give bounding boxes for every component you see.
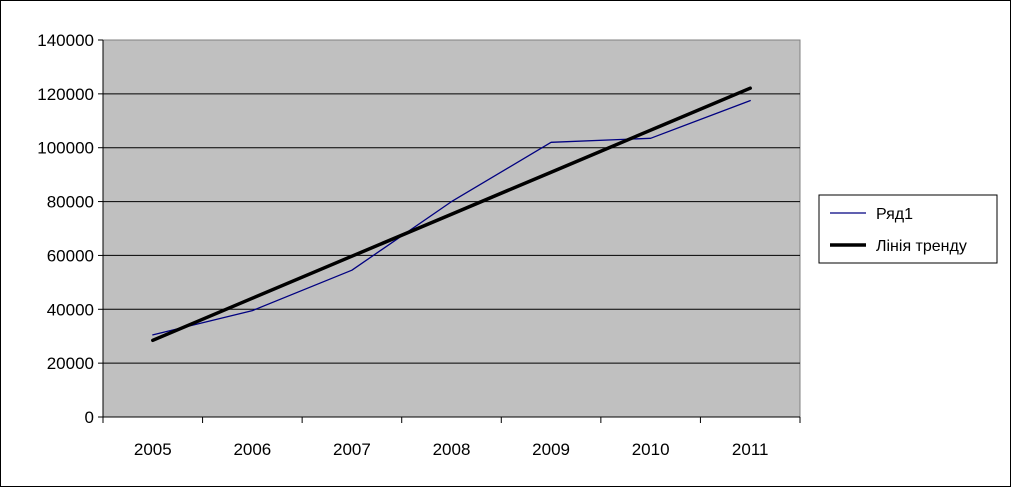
y-tick-label-100000: 100000 (37, 139, 94, 158)
series-group (151, 86, 752, 343)
y-tick-label-60000: 60000 (47, 246, 94, 265)
plot-area (102, 39, 801, 418)
x-tick-label-2007: 2007 (333, 440, 371, 459)
x-tick-label-2006: 2006 (233, 440, 271, 459)
legend: Ряд1 Лінія тренду (818, 194, 998, 264)
x-tick-label-2009: 2009 (532, 440, 570, 459)
axes (98, 39, 801, 423)
y-tick-label-20000: 20000 (47, 354, 94, 373)
y-tick-labels: 0 20000 40000 60000 80000 100000 120000 140000 (37, 31, 94, 427)
legend-box (818, 194, 998, 264)
y-tick-label-40000: 40000 (47, 300, 94, 319)
y-tick-label-80000: 80000 (47, 193, 94, 212)
x-tick-label-2010: 2010 (632, 440, 670, 459)
y-tick-label-140000: 140000 (37, 31, 94, 50)
x-tick-label-2005: 2005 (134, 440, 172, 459)
gridlines (103, 93, 800, 364)
x-tick-label-2011: 2011 (732, 440, 769, 459)
y-tick-label-120000: 120000 (37, 85, 94, 104)
y-tick-label-0: 0 (85, 408, 94, 427)
legend-label-series-1: Ряд1 (876, 206, 913, 223)
legend-label-series-2: Лінія тренду (876, 238, 967, 255)
x-tick-labels: 2005 2006 2007 2008 2009 2010 2011 (134, 440, 769, 459)
x-tick-label-2008: 2008 (433, 440, 471, 459)
